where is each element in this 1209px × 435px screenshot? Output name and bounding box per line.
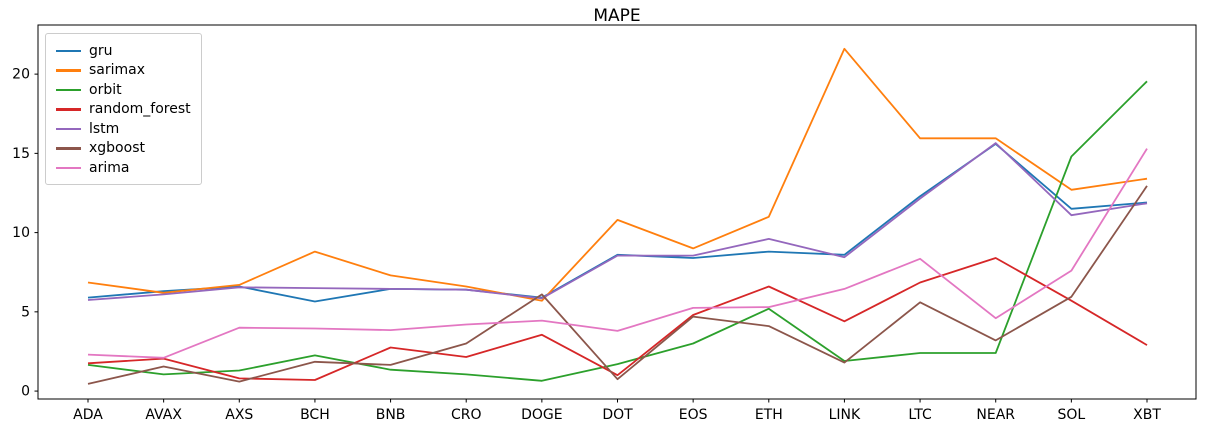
legend-item-random_forest: random_forest — [56, 100, 191, 120]
legend-item-sarimax: sarimax — [56, 61, 191, 81]
y-tick-label: 0 — [21, 384, 30, 400]
x-tick-label: XBT — [1133, 407, 1161, 423]
legend-line-swatch — [56, 166, 81, 169]
legend-line-swatch — [56, 147, 81, 150]
x-tick-label: LTC — [908, 407, 932, 423]
y-tick-label: 10 — [12, 225, 30, 241]
x-tick-label: DOT — [602, 407, 633, 423]
legend-label: arima — [89, 159, 130, 176]
legend-line-swatch — [56, 49, 81, 52]
chart-title: MAPE — [593, 6, 641, 26]
series-line-sarimax — [87, 47, 1148, 302]
plot-border — [37, 24, 1197, 400]
legend-line-swatch — [56, 88, 81, 91]
x-tick-label: EOS — [679, 407, 708, 423]
legend-item-orbit: orbit — [56, 80, 191, 100]
x-tick-label: BCH — [300, 407, 330, 423]
series-line-lstm — [87, 142, 1148, 301]
legend-item-xgboost: xgboost — [56, 139, 191, 159]
legend-item-arima: arima — [56, 158, 191, 178]
legend-label: gru — [89, 42, 113, 59]
legend-label: xgboost — [89, 140, 145, 157]
legend-item-lstm: lstm — [56, 119, 191, 139]
y-tick-label: 5 — [21, 304, 30, 320]
y-tick-label: 15 — [12, 146, 30, 162]
legend-line-swatch — [56, 69, 81, 72]
x-tick-label: LINK — [829, 407, 861, 423]
x-tick-label: NEAR — [976, 407, 1015, 423]
series-line-orbit — [87, 80, 1148, 382]
x-tick-label: DOGE — [521, 407, 563, 423]
legend-item-gru: gru — [56, 41, 191, 61]
series-line-xgboost — [87, 185, 1148, 385]
x-tick-label: AVAX — [145, 407, 182, 423]
legend-label: lstm — [89, 120, 120, 137]
legend-line-swatch — [56, 127, 81, 130]
x-tick-label: AXS — [225, 407, 253, 423]
legend-line-swatch — [56, 108, 81, 111]
x-tick-label: ETH — [755, 407, 783, 423]
x-tick-label: SOL — [1057, 407, 1085, 423]
x-tick-label: CRO — [451, 407, 482, 423]
legend-label: random_forest — [89, 101, 191, 118]
x-tick-label: ADA — [73, 407, 103, 423]
series-line-random_forest — [87, 257, 1148, 381]
series-line-arima — [87, 148, 1148, 359]
legend-label: orbit — [89, 81, 122, 98]
y-tick-label: 20 — [12, 67, 30, 83]
x-tick-label: BNB — [376, 407, 406, 423]
legend-label: sarimax — [89, 62, 146, 79]
series-line-gru — [87, 142, 1148, 303]
